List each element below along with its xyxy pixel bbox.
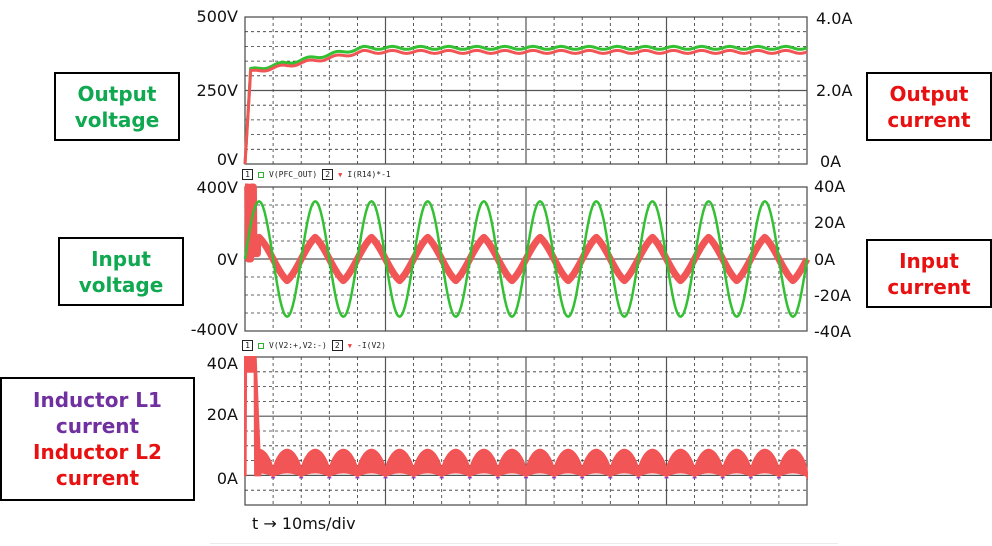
- trace-1-name: V(V2:+,V2:-): [269, 341, 327, 350]
- output-plot: [243, 16, 808, 165]
- triangle-marker-icon: ▼: [338, 170, 343, 179]
- mid-right-tick-0a: 0A: [814, 250, 836, 269]
- top-right-tick-4a: 4.0A: [816, 9, 853, 28]
- callout-output-voltage: Output voltage: [54, 72, 180, 141]
- trace-2-name: I(R14)*-1: [347, 170, 391, 179]
- top-left-tick-500v: 500V: [196, 7, 238, 26]
- top-legend: 1 V(PFC_OUT) 2 ▼ I(R14)*-1: [242, 169, 391, 180]
- mid-right-tick-20a: 20A: [814, 213, 846, 232]
- divider: [210, 543, 838, 544]
- trace-1-index: 1: [242, 169, 253, 180]
- callout-line: current: [887, 274, 971, 299]
- mid-left-tick-400v: 400V: [196, 178, 238, 197]
- triangle-marker-icon: ▼: [347, 341, 353, 350]
- bot-left-tick-0a: 0A: [216, 469, 238, 488]
- callout-output-current: Output current: [866, 72, 992, 141]
- mid-legend: 1 V(V2:+,V2:-) 2 ▼ -I(V2): [242, 340, 386, 351]
- top-left-tick-250v: 250V: [196, 81, 238, 100]
- trace-2-index: 2: [322, 169, 334, 180]
- mid-left-tick-0v: 0V: [216, 250, 238, 269]
- trace-2-name: -I(V2): [357, 341, 386, 350]
- square-marker-icon: [258, 342, 264, 349]
- callout-line: voltage: [78, 272, 164, 297]
- top-right-tick-2a: 2.0A: [816, 81, 853, 100]
- time-scale-label: t → 10ms/div: [252, 514, 356, 533]
- bot-left-tick-40a: 40A: [206, 354, 238, 373]
- callout-line: current: [887, 107, 971, 132]
- callout-line-l2: current: [55, 466, 140, 490]
- callout-line: Output: [77, 81, 157, 106]
- trace-2-index: 2: [331, 340, 343, 351]
- callout-input-current: Input current: [866, 239, 992, 308]
- input-plot: [242, 183, 811, 332]
- top-right-tick-0a: 0A: [820, 152, 842, 171]
- callout-line-l1: Inductor L1: [33, 388, 162, 412]
- square-marker-icon: [258, 171, 264, 178]
- callout-line: Input: [899, 248, 959, 273]
- trace-1-index: 1: [242, 340, 253, 351]
- callout-line: Output: [889, 81, 969, 106]
- mid-right-tick-40a: 40A: [814, 177, 846, 196]
- callout-inductor-currents: Inductor L1 current Inductor L2 current: [0, 377, 195, 501]
- callout-line-l2: Inductor L2: [33, 440, 162, 464]
- trace-1-name: V(PFC_OUT): [269, 170, 318, 179]
- callout-input-voltage: Input voltage: [58, 237, 184, 306]
- top-left-tick-0v: 0V: [216, 150, 238, 169]
- callout-line-l1: current: [55, 414, 140, 438]
- mid-right-tick-neg20a: -20A: [814, 286, 852, 305]
- callout-line: Input: [91, 246, 151, 271]
- callout-line: voltage: [74, 107, 160, 132]
- mid-left-tick-neg400v: -400V: [190, 320, 238, 339]
- bot-left-tick-20a: 20A: [206, 405, 238, 424]
- mid-right-tick-neg40a: -40A: [814, 322, 852, 341]
- inductor-plot: [244, 356, 808, 506]
